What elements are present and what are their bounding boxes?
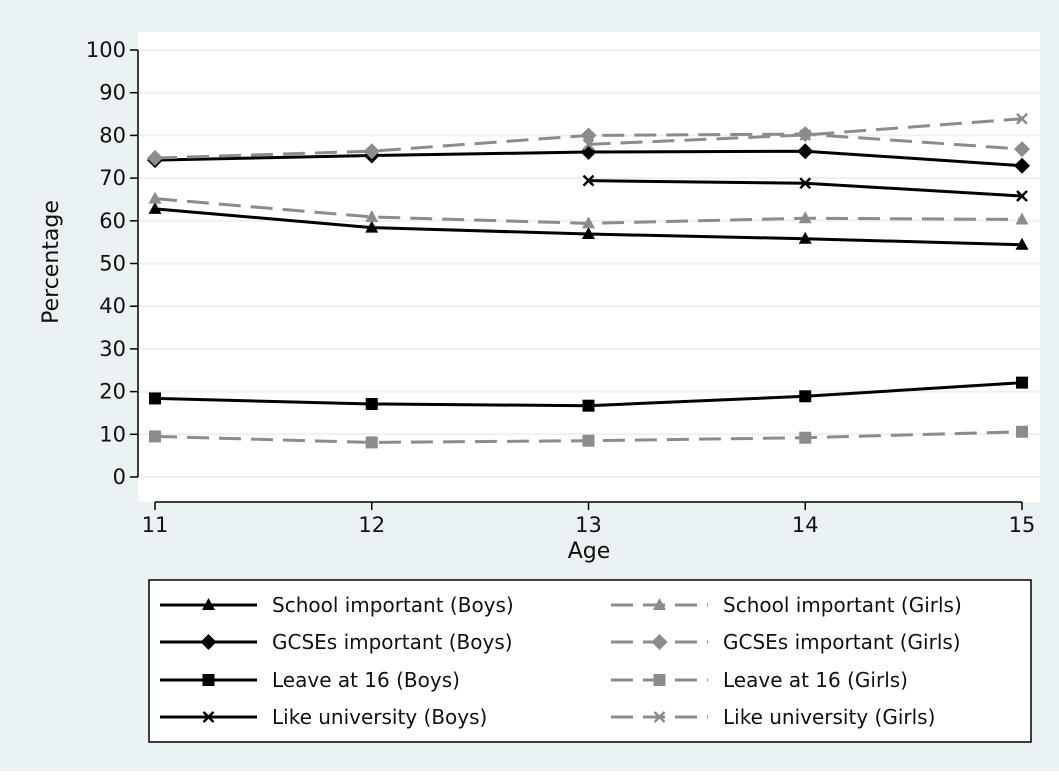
legend-label: Leave at 16 (Boys) — [272, 668, 460, 692]
grid-lines — [138, 49, 1040, 478]
data-point — [797, 143, 814, 160]
data-point — [148, 191, 162, 204]
data-point — [365, 436, 378, 449]
legend-entry: Leave at 16 (Girls) — [611, 668, 908, 692]
series-1 — [148, 201, 1029, 250]
series-line — [588, 117, 1023, 146]
data-point — [799, 431, 812, 444]
y-tick-label: 100 — [86, 38, 126, 62]
data-point — [582, 216, 595, 229]
legend-entry: Like university (Girls) — [611, 705, 935, 729]
series-2 — [148, 191, 1029, 229]
data-point — [1016, 425, 1028, 438]
y-tick-label: 20 — [99, 380, 126, 404]
legend-marker — [202, 598, 215, 610]
legend-entry: Like university (Boys) — [160, 705, 487, 729]
data-point — [1016, 190, 1028, 202]
data-point — [1014, 141, 1030, 158]
y-tick-label: 0 — [113, 465, 126, 489]
legend-label: Leave at 16 (Girls) — [723, 668, 908, 692]
legend-entry: Leave at 16 (Boys) — [160, 668, 460, 692]
data-point — [148, 201, 162, 214]
legend-entry: GCSEs important (Girls) — [611, 630, 961, 654]
data-point — [582, 227, 595, 240]
axes: 0 10 20 30 40 50 60 70 80 90 100 11 12 13 14 15 — [86, 38, 1035, 537]
legend-box — [148, 579, 1032, 743]
series-5 — [149, 376, 1028, 412]
series-7 — [582, 174, 1028, 202]
series-4 — [147, 126, 1030, 167]
data-point — [1014, 157, 1030, 174]
y-tick-label: 70 — [99, 166, 126, 190]
data-point — [1015, 237, 1029, 250]
data-point — [149, 430, 161, 443]
data-point — [582, 399, 595, 412]
legend-label: GCSEs important (Girls) — [723, 630, 961, 654]
series-8 — [582, 112, 1028, 151]
legend-marker — [653, 674, 666, 686]
y-tick-label: 50 — [99, 252, 126, 276]
data-point — [363, 143, 380, 160]
data-point — [1016, 112, 1028, 125]
legend-label: School important (Boys) — [272, 593, 514, 617]
data-point — [582, 174, 595, 187]
data-point — [798, 231, 812, 244]
legend-label: Like university (Boys) — [272, 705, 487, 729]
legend-marker — [200, 634, 217, 650]
legend-marker — [202, 711, 215, 723]
x-tick-label: 13 — [575, 513, 602, 537]
legend-marker — [653, 598, 666, 610]
y-tick-label: 80 — [99, 123, 126, 147]
legend-label: GCSEs important (Boys) — [272, 630, 513, 654]
x-tick-label: 12 — [358, 513, 385, 537]
data-point — [365, 397, 378, 410]
data-point — [365, 220, 379, 233]
legend-marker — [653, 711, 666, 723]
data-point — [799, 177, 812, 190]
data-point — [799, 129, 812, 141]
data-point — [798, 211, 812, 224]
data-point — [147, 150, 163, 167]
legend-marker — [202, 674, 215, 686]
data-point — [1016, 376, 1028, 389]
data-point — [1015, 212, 1029, 225]
x-axis-label: Age — [568, 539, 611, 564]
y-tick-label: 30 — [99, 337, 126, 361]
data-point — [365, 209, 379, 222]
x-tick-label: 15 — [1009, 513, 1036, 537]
data-point — [582, 138, 595, 151]
legend-marker — [651, 634, 668, 650]
plot-area — [138, 32, 1040, 502]
y-tick-label: 60 — [99, 209, 126, 233]
y-axis-label: Percentage — [39, 200, 64, 324]
legend-label: School important (Girls) — [723, 593, 962, 617]
y-tick-label: 40 — [99, 294, 126, 318]
series-6 — [149, 425, 1028, 449]
data-point — [582, 434, 595, 447]
y-tick-label: 90 — [99, 81, 126, 105]
x-tick-label: 14 — [792, 513, 819, 537]
y-tick-label: 10 — [99, 422, 126, 446]
legend: School important (Boys) School important … — [148, 579, 1032, 743]
legend-entry: GCSEs important (Boys) — [160, 630, 513, 654]
legend-entry: School important (Girls) — [611, 593, 962, 617]
series-layer — [147, 112, 1030, 449]
legend-label: Like university (Girls) — [723, 705, 935, 729]
legend-entry: School important (Boys) — [160, 593, 514, 617]
data-point — [149, 392, 161, 405]
data-point — [799, 390, 812, 403]
x-tick-label: 11 — [142, 513, 169, 537]
